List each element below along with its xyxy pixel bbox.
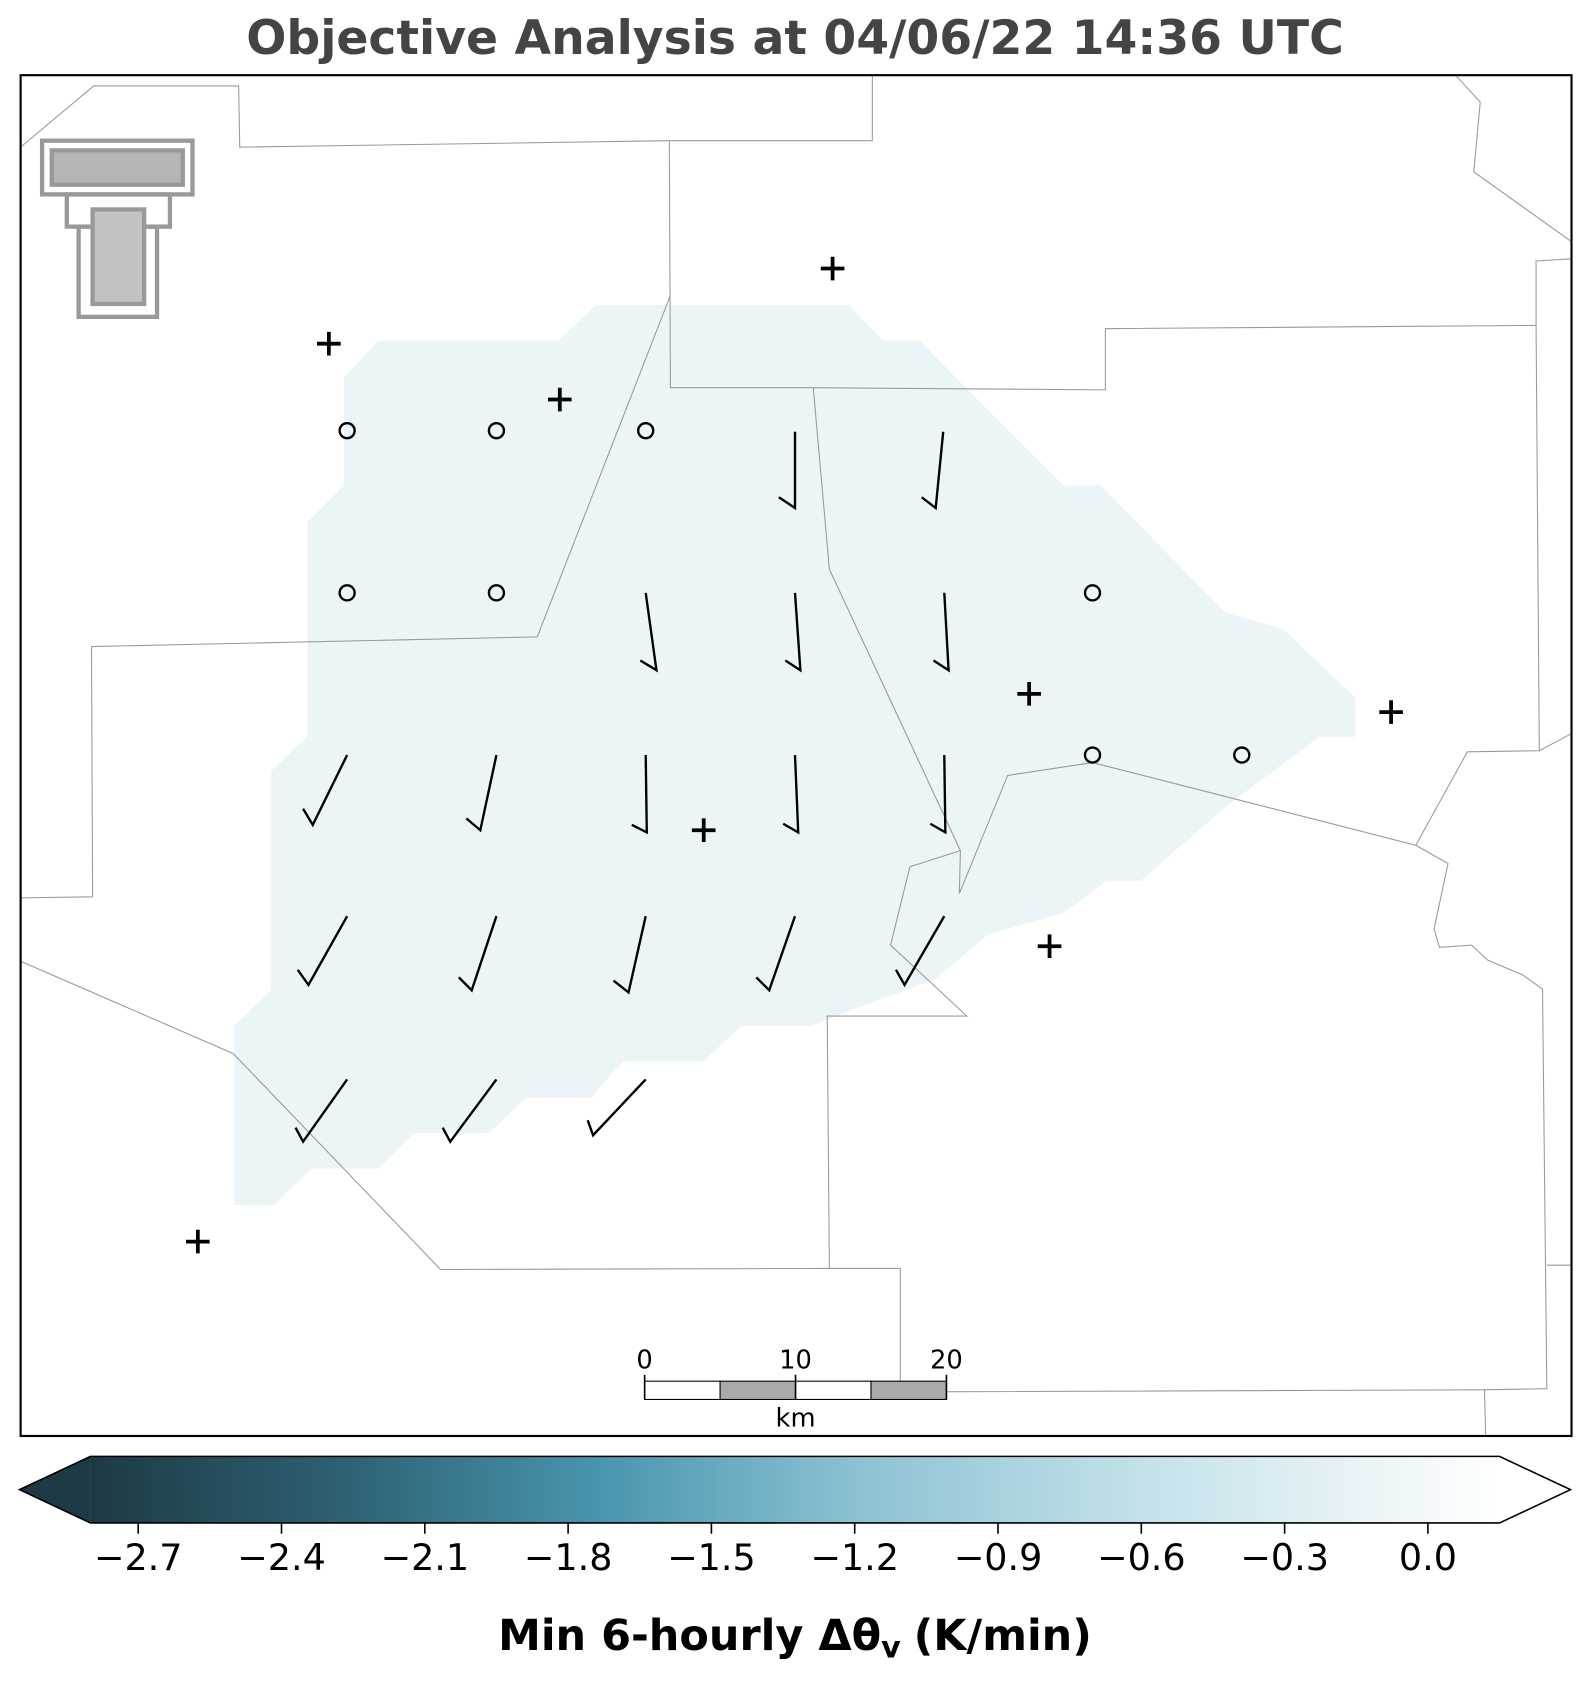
wind-barb — [296, 915, 349, 988]
colorbar-outline — [17, 1455, 1573, 1524]
calm-marker — [338, 421, 356, 440]
station-marker — [1017, 682, 1041, 706]
colorbar-tick-label: −2.4 — [237, 1536, 326, 1579]
colorbar-tick-label: −0.6 — [1097, 1536, 1186, 1579]
label-subscript: v — [881, 1630, 901, 1665]
station-marker — [186, 1229, 210, 1254]
calm-marker — [1083, 746, 1102, 764]
colorbar-extend-low — [19, 1456, 91, 1523]
scalebar-tick-label: 10 — [779, 1345, 812, 1375]
colorbar-tick-label: 0.0 — [1399, 1536, 1457, 1579]
colorbar-tick-label: −2.7 — [94, 1536, 183, 1579]
logo — [39, 138, 195, 319]
calm-marker — [1233, 746, 1251, 764]
colorbar-tick-label: −0.9 — [954, 1536, 1043, 1579]
label-main: Min 6-hourly Δθ — [498, 1610, 881, 1660]
wind-barb — [755, 915, 797, 993]
calm-marker — [487, 584, 506, 602]
colorbar-label: Min 6-hourly Δθv (K/min) — [498, 1610, 1092, 1665]
station-marker — [1037, 934, 1062, 959]
logo — [49, 148, 185, 187]
colorbar-fill — [90, 1456, 1500, 1523]
wind-barb — [932, 592, 950, 673]
wind-barb — [294, 1078, 349, 1144]
scalebar-segment — [870, 1380, 947, 1400]
wind-barb — [784, 592, 802, 673]
county-line — [20, 295, 671, 899]
county-line — [812, 387, 1540, 894]
calm-marker — [338, 584, 356, 602]
colorbar-tick-label: −2.1 — [380, 1536, 469, 1579]
colorbar-tick-label: −0.3 — [1240, 1536, 1329, 1579]
wind-barbs — [294, 431, 950, 1144]
station-marker — [691, 818, 716, 843]
scalebar-segment — [644, 1380, 721, 1400]
calm-marker — [1083, 584, 1102, 602]
station-marker — [1379, 700, 1403, 724]
calm-marker — [637, 421, 655, 440]
wind-barb — [441, 1078, 498, 1144]
county-lines — [20, 74, 1572, 1436]
wind-barb — [612, 915, 647, 995]
title: Objective Analysis at 04/06/22 14:36 UTC — [246, 11, 1344, 66]
county-line — [1455, 74, 1572, 243]
scalebar-segment — [795, 1380, 872, 1400]
map-frame — [19, 74, 1573, 1438]
wind-barb — [921, 431, 945, 511]
scalebar: 0 10 20 km — [636, 1345, 962, 1433]
calm-marker — [487, 421, 506, 440]
wind-barb — [778, 431, 797, 511]
county-line — [1535, 258, 1572, 326]
colorbar-tick-label: −1.2 — [810, 1536, 899, 1579]
county-line — [826, 850, 1485, 1393]
map: 0 10 20 km — [19, 74, 1573, 1438]
calm-markers — [338, 421, 1251, 764]
scalebar-tick-label: 0 — [636, 1345, 652, 1375]
wind-barb — [929, 755, 947, 835]
wind-barb — [302, 754, 349, 828]
wind-barb — [631, 755, 648, 835]
scalebar-tick-label: 20 — [930, 1345, 963, 1375]
colorbar-tick-label: −1.5 — [667, 1536, 756, 1579]
station-marker — [317, 331, 341, 356]
wind-barb — [586, 1078, 647, 1138]
county-line — [20, 960, 830, 1271]
scalebar-segment — [719, 1380, 797, 1400]
wind-barb — [639, 592, 658, 673]
scalebar-unit: km — [776, 1403, 816, 1433]
colorbar-tick-label: −1.8 — [524, 1536, 613, 1579]
wind-barb — [457, 915, 498, 993]
station-markers — [186, 256, 1403, 1254]
wind-barb — [465, 754, 498, 833]
colorbar-extend-high — [1499, 1456, 1571, 1523]
county-line — [1535, 325, 1572, 752]
wind-barb — [782, 754, 800, 835]
county-line — [1415, 844, 1548, 1436]
wind-barb — [894, 915, 946, 988]
colorbar — [17, 1455, 1573, 1534]
station-marker — [820, 256, 845, 281]
county-line — [668, 140, 1537, 391]
logo — [90, 207, 147, 307]
label-unit: (K/min) — [914, 1610, 1092, 1660]
county-line — [20, 75, 873, 148]
station-marker — [547, 387, 572, 412]
